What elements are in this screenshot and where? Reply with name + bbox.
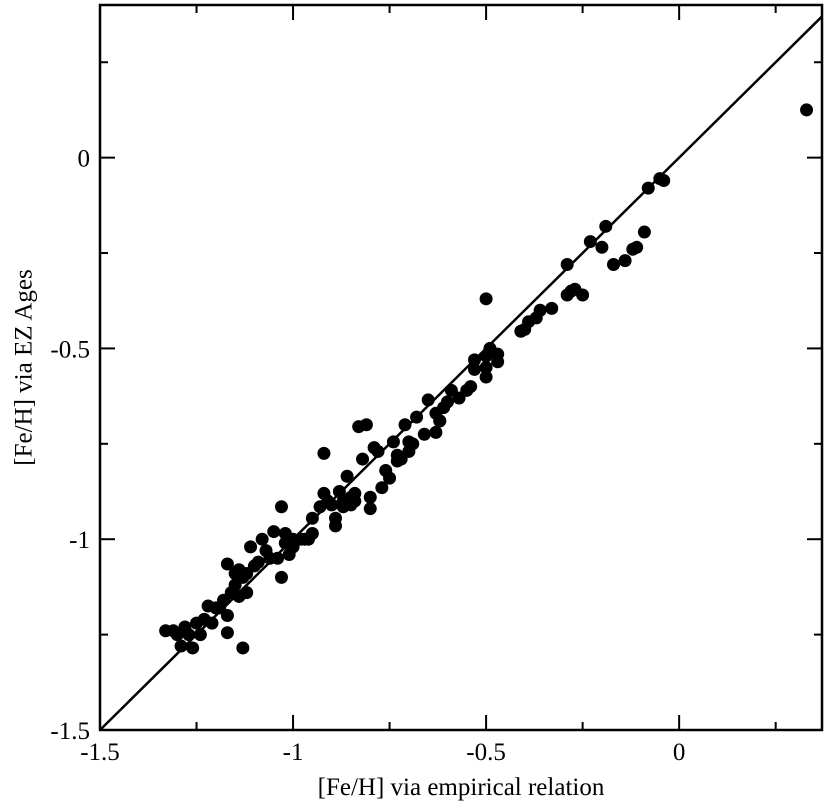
data-point — [468, 362, 482, 376]
data-point — [305, 526, 319, 540]
y-tick-label: -0.5 — [50, 336, 90, 363]
data-point — [375, 481, 389, 495]
data-point — [491, 355, 505, 369]
data-point — [159, 624, 173, 638]
data-point — [479, 370, 493, 384]
data-point — [479, 292, 493, 306]
data-point — [356, 452, 370, 466]
data-point — [800, 103, 814, 117]
data-point — [329, 511, 343, 525]
data-point — [417, 427, 431, 441]
y-tick-label: -1 — [69, 527, 90, 554]
x-tick-label: -0.5 — [466, 739, 506, 766]
x-axis-label: [Fe/H] via empirical relation — [318, 774, 605, 801]
data-point — [352, 420, 366, 434]
data-point — [267, 525, 281, 539]
data-point — [274, 570, 288, 584]
data-point — [190, 616, 204, 630]
data-point — [429, 425, 443, 439]
data-point — [317, 486, 331, 500]
data-point — [583, 235, 597, 249]
data-point — [626, 242, 640, 256]
points-layer — [159, 103, 814, 655]
data-point — [479, 361, 493, 374]
data-point — [560, 257, 574, 271]
data-point — [599, 219, 613, 233]
data-point — [464, 380, 478, 394]
data-point — [637, 225, 651, 239]
data-point — [348, 486, 362, 500]
data-point — [398, 418, 412, 432]
data-point — [186, 641, 200, 655]
data-point — [367, 441, 381, 455]
data-point — [193, 628, 207, 642]
identity-line — [99, 15, 823, 731]
data-point — [336, 494, 350, 508]
data-point — [201, 599, 215, 613]
data-point — [433, 414, 447, 428]
data-point — [259, 544, 273, 558]
data-point — [390, 448, 404, 462]
data-point — [317, 446, 331, 460]
plot-frame — [98, 3, 824, 732]
data-point — [228, 567, 242, 581]
data-point — [244, 540, 258, 554]
data-point — [340, 469, 354, 483]
data-point — [363, 502, 377, 516]
data-point — [379, 464, 393, 478]
data-point — [560, 288, 574, 302]
data-point — [363, 490, 377, 504]
data-point — [305, 511, 319, 525]
data-point — [282, 547, 296, 561]
y-tick-label: 0 — [78, 146, 91, 173]
data-point — [402, 435, 416, 449]
data-point — [220, 557, 234, 571]
x-tick-label: 0 — [673, 739, 686, 766]
data-point — [220, 626, 234, 640]
y-tick-label: -1.5 — [50, 718, 90, 745]
data-point — [618, 254, 632, 268]
data-point — [514, 324, 528, 338]
x-tick-label: -1 — [283, 739, 304, 766]
axis-ticks: -1.5 -1 -0.5 0 -1.5 -1 -0.5 0 — [50, 5, 822, 766]
data-point — [386, 435, 400, 449]
data-point — [236, 641, 250, 655]
data-point — [274, 500, 288, 514]
y-axis-label: [Fe/H] via EZ Ages — [11, 269, 38, 465]
data-point — [595, 240, 609, 254]
x-tick-label: -1.5 — [80, 739, 120, 766]
data-point — [545, 301, 559, 315]
data-point — [607, 257, 621, 271]
data-point — [255, 532, 269, 546]
data-point — [174, 639, 188, 653]
